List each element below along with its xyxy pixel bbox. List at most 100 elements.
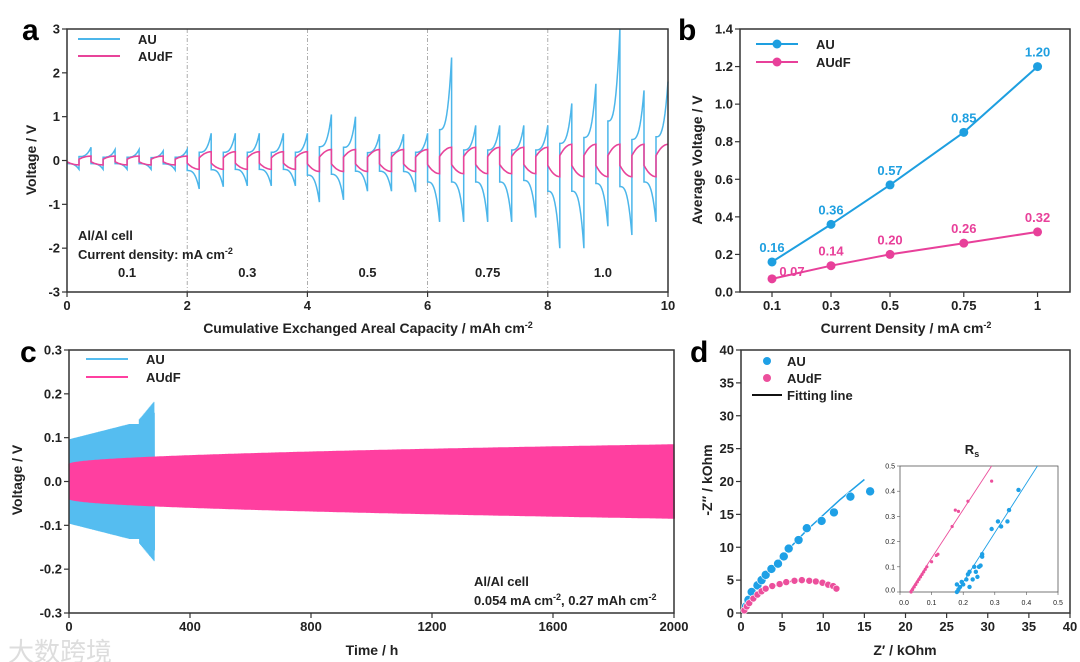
legend-label-AU: AU <box>787 354 806 369</box>
data-point-AU <box>778 551 789 562</box>
segment-label: 0.1 <box>118 265 136 280</box>
data-point-AU <box>845 491 856 502</box>
data-label-AU: 0.57 <box>877 163 902 178</box>
c-xtick-label: 1200 <box>418 619 447 634</box>
data-label-AUdF: 0.26 <box>951 221 976 236</box>
d-ytick-label: 15 <box>720 507 734 522</box>
c-xtick-label: 2000 <box>660 619 689 634</box>
c-ylabel: Voltage / V <box>9 444 25 515</box>
b-ytick-label: 0.8 <box>715 134 733 149</box>
inset-point-AU <box>954 582 960 587</box>
data-point-AUdF <box>768 582 777 590</box>
data-label-AU: 0.36 <box>818 202 843 217</box>
c-ytick-label: -0.1 <box>40 518 62 533</box>
inset-point-AUdF <box>915 580 919 584</box>
a-ytick-label: 3 <box>53 22 60 37</box>
chart-b-average-voltage: 0.1 0.3 0.5 0.75 1 0.0 0.2 0.4 0.6 0.8 1.0 1.2 1.4 Cu… <box>689 22 1071 336</box>
data-point-AU <box>829 507 839 518</box>
b-ytick-label: 1.0 <box>715 97 733 112</box>
a-xlabel: Cumulative Exchanged Areal Capacity / mA… <box>203 320 533 336</box>
inset-point-AUdF <box>930 560 934 564</box>
annotation-conditions: 0.054 mA cm-2, 0.27 mAh cm-2 <box>474 592 656 608</box>
annotation-sup: -2 <box>225 246 233 256</box>
inset-ytick-label: 0.2 <box>885 539 895 546</box>
d-ytick-label: 40 <box>720 343 734 358</box>
d-xtick-label: 5 <box>779 619 786 634</box>
data-point-AU <box>865 486 875 497</box>
inset-point-AU <box>979 552 985 557</box>
c-xtick-label: 0 <box>65 619 72 634</box>
legend-marker-AU <box>763 357 771 365</box>
chart-a-voltage-profile: 0 2 4 6 8 10 -3 -2 -1 0 1 2 3 Cumulative Exchanged Ar… <box>23 22 675 337</box>
legend-AU-label: AU <box>146 352 165 367</box>
b-xtick-label: 0.5 <box>881 298 899 313</box>
c-ytick-label: 0.2 <box>44 386 62 401</box>
d-xtick-label: 40 <box>1063 619 1077 634</box>
inset-xtick-label: 0.3 <box>990 600 1000 607</box>
legend-label-AUdF: AUdF <box>787 371 822 386</box>
inset-frame <box>899 465 1059 593</box>
watermark: 大数跨境 <box>8 637 112 662</box>
inset-point-AU <box>995 519 1001 524</box>
a-xtick-label: 6 <box>424 298 431 313</box>
a-xlabel-text: Cumulative Exchanged Areal Capacity / mA… <box>203 320 525 336</box>
d-xtick-label: 0 <box>737 619 744 634</box>
data-label-AUdF: 0.14 <box>818 244 844 259</box>
inset-point-AUdF <box>966 499 970 503</box>
inset-point-AUdF <box>920 572 924 576</box>
data-label-AU: 1.20 <box>1025 45 1050 60</box>
c-ytick-label: 0.0 <box>44 474 62 489</box>
inset-point-AUdF <box>909 590 913 594</box>
data-label-AUdF: 0.07 <box>779 264 804 279</box>
a-xlabel-sup: -2 <box>525 320 533 330</box>
inset-point-AU <box>970 577 975 582</box>
d-xlabel-text: Z′ / kOhm <box>873 642 936 658</box>
inset-point-AUdF <box>936 552 940 556</box>
c-xtick-label: 400 <box>179 619 201 634</box>
inset-rs: 0.0 0.0 0.1 0.1 0.2 0.2 0.3 0.3 0.4 0.4 0.5 0.5 Rs <box>885 442 1063 607</box>
data-point-AUdF <box>790 576 799 585</box>
b-xtick-label: 0.75 <box>951 298 976 313</box>
inset-point-AU <box>964 577 969 582</box>
a-ytick-label: 2 <box>53 65 60 80</box>
inset-point-AUdF <box>923 567 927 571</box>
panel-label-b: b <box>678 14 696 47</box>
a-ytick-label: -3 <box>48 285 60 300</box>
legend-marker-AUdF <box>763 374 771 382</box>
data-point-AU <box>766 564 777 574</box>
inset-xtick-label: 0.0 <box>899 600 909 607</box>
annotation-current-density: Current density: mA cm-2 <box>78 246 233 262</box>
data-point-AUdF <box>1033 227 1043 237</box>
legend-AUdF-label: AUdF <box>146 370 181 385</box>
data-point-AUdF <box>832 584 841 593</box>
c-ytick-label: -0.2 <box>40 562 62 577</box>
data-point-AU <box>767 257 777 267</box>
segment-label: 0.5 <box>358 265 376 280</box>
inset-ytick-label: 0.4 <box>885 489 895 496</box>
inset-point-AU <box>967 569 972 575</box>
data-point-AUdF <box>798 576 806 584</box>
inset-point-AU <box>957 584 963 590</box>
d-ytick-label: 20 <box>720 474 734 489</box>
d-xtick-label: 35 <box>1022 619 1036 634</box>
b-ytick-label: 0.0 <box>715 285 733 300</box>
series-line-AUdF <box>66 143 669 178</box>
inset-xtick-label: 0.5 <box>1053 600 1063 607</box>
legend-AUdF-label: AUdF <box>138 49 173 64</box>
b-xtick-label: 0.3 <box>822 298 840 313</box>
d-ytick-label: 30 <box>720 408 734 423</box>
a-xtick-label: 2 <box>184 298 191 313</box>
data-point-AUdF <box>812 577 820 586</box>
series-line-AUdF <box>771 230 1038 280</box>
d-ytick-label: 5 <box>727 573 734 588</box>
inset-xtick-label: 0.4 <box>1022 600 1032 607</box>
inset-point-AU <box>972 564 977 569</box>
legend-AUdF-label: AUdF <box>816 55 851 70</box>
legend-fit-label: Fitting line <box>787 388 853 403</box>
inset-point-AUdF <box>990 479 994 483</box>
b-ytick-label: 1.2 <box>715 59 733 74</box>
inset-point-AU <box>978 563 983 568</box>
data-point-AUdF <box>775 580 784 588</box>
c-xlabel-text: Time / h <box>346 642 399 658</box>
inset-point-AUdF <box>950 524 954 529</box>
